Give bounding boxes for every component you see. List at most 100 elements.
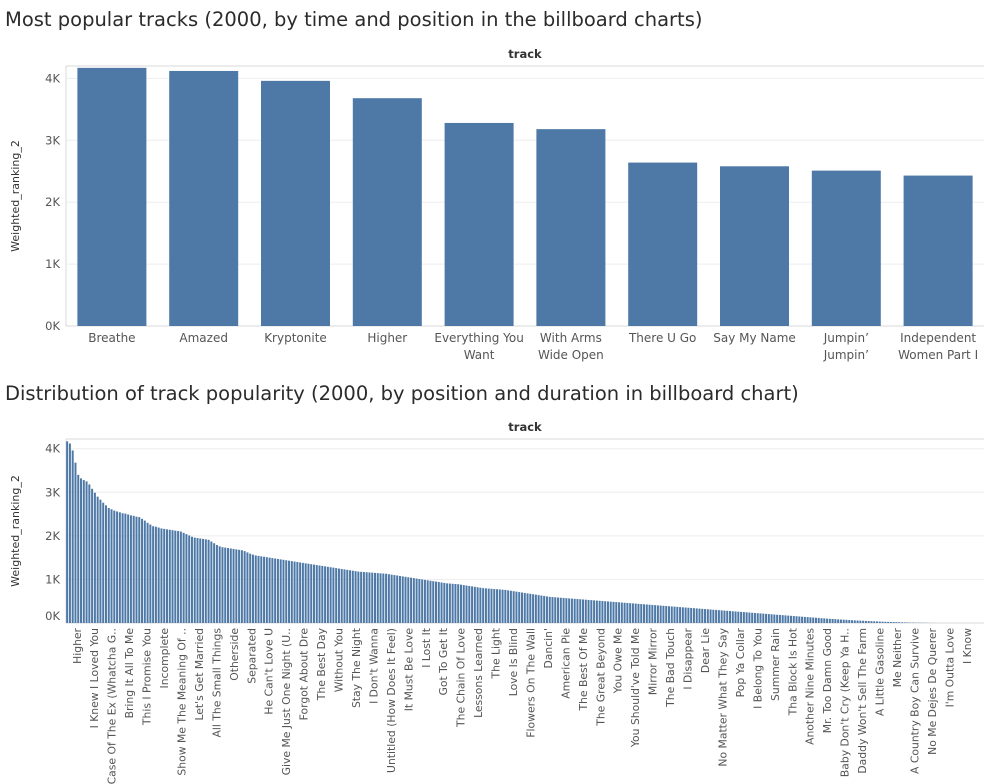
chart2-bar	[618, 602, 621, 623]
chart2-bar	[715, 609, 718, 623]
chart2-bar	[357, 571, 360, 623]
chart2-bar	[238, 549, 241, 623]
chart2-bar	[520, 592, 523, 623]
chart2-x-tick-label: Mr. Too Damn Good	[821, 628, 834, 733]
chart2-bar	[504, 589, 507, 623]
chart2-bar	[74, 462, 77, 623]
chart2-bar	[509, 590, 512, 623]
chart2-bar	[312, 564, 315, 623]
chart2-bar	[496, 589, 499, 623]
chart2-bar	[717, 610, 720, 623]
chart2-bar	[765, 613, 768, 623]
chart1-bar	[77, 67, 147, 326]
chart2-x-tick-label: Without You	[333, 628, 346, 692]
chart2-x-tick-label: Give Me Just One Night (U..	[280, 628, 293, 775]
chart2-bar	[723, 610, 726, 623]
chart2-bar	[637, 603, 640, 623]
chart2-bar	[346, 569, 349, 623]
chart2-x-tick-label: I'm Outta Love	[943, 628, 956, 708]
chart2-bar	[271, 558, 274, 623]
chart2-bar	[598, 600, 601, 623]
chart2-bar	[568, 598, 571, 623]
chart2-bar	[595, 600, 598, 623]
chart2-bar	[593, 600, 596, 623]
chart2-bar	[432, 581, 435, 623]
chart2-bar	[465, 585, 468, 623]
chart1-x-tick-label-line: Independent	[900, 331, 976, 345]
chart2-bar	[265, 557, 268, 623]
chart2-bar	[870, 621, 873, 623]
chart2-bar	[451, 583, 454, 623]
chart2-x-tick-label: The Best Day	[315, 627, 328, 701]
chart2-bar	[573, 598, 576, 623]
chart2-x-tick-label: Love Is Blind	[507, 628, 520, 696]
chart2-bar	[634, 603, 637, 623]
chart2-bar	[482, 588, 485, 623]
chart2-bar	[88, 484, 91, 623]
chart2-bar	[276, 558, 279, 623]
chart2-x-tick-label: It Must Be Love	[402, 628, 415, 712]
chart2-bar	[382, 573, 385, 623]
top-bar-chart: track 0K 1K 2K 3K 4K Weighted_ranking_2 Breathe…	[9, 47, 984, 362]
chart1-x-tick-label-line: Amazed	[179, 331, 228, 345]
chart2-x-tick-label: I Lost It	[420, 628, 433, 668]
chart2-bar	[856, 620, 859, 623]
chart2-y-axis-title: Weighted_ranking_2	[9, 475, 22, 587]
chart2-bar	[554, 597, 557, 623]
chart2-bar	[404, 576, 407, 623]
chart2-x-tick-label: Got To Get It	[437, 628, 450, 696]
chart2-bar	[484, 588, 487, 623]
chart1-y-axis-title: Weighted_ranking_2	[9, 140, 22, 252]
chart2-x-tick-label: The Great Beyond	[594, 628, 607, 727]
chart2-bar	[842, 619, 845, 623]
chart2-bar	[837, 619, 840, 623]
chart2-bar	[673, 606, 676, 623]
chart2-bar	[204, 539, 207, 623]
chart2-bar	[91, 488, 94, 623]
chart2-bar	[301, 562, 304, 623]
chart2-bar	[532, 594, 535, 623]
chart1-bar	[352, 98, 422, 326]
chart1-x-tick-label-line: Jumpin’	[823, 348, 869, 362]
chart1-y-tick-label: 2K	[45, 195, 60, 209]
chart2-bar	[293, 561, 296, 623]
chart2-bar	[396, 575, 399, 623]
chart2-bar	[407, 577, 410, 623]
chart1-x-tick-label-line: Wide Open	[538, 348, 604, 362]
chart2-bar	[282, 559, 285, 623]
chart2-x-tick-label: Bring It All To Me	[123, 628, 136, 719]
chart2-bar	[246, 552, 249, 623]
chart2-bar	[393, 575, 396, 623]
chart2-bar	[615, 602, 618, 623]
chart2-bar	[160, 528, 163, 623]
chart2-bar	[82, 480, 85, 623]
chart1-x-tick-label-line: Higher	[367, 331, 407, 345]
chart2-bar	[512, 591, 515, 623]
chart2-bar	[479, 587, 482, 623]
chart2-bar	[163, 528, 166, 623]
chart2-bar	[742, 612, 745, 623]
chart2-bar	[318, 565, 321, 623]
chart2-bar	[321, 565, 324, 623]
chart1-bar	[444, 122, 514, 326]
chart2-bar	[645, 604, 648, 623]
chart2-bar	[429, 580, 432, 623]
chart2-bar	[704, 609, 707, 623]
chart2-bar	[473, 586, 476, 623]
chart2-bar	[152, 526, 155, 623]
chart2-bar	[268, 557, 271, 623]
chart2-bar	[881, 621, 884, 623]
chart2-x-tick-label: No Matter What They Say	[716, 627, 729, 766]
chart2-x-tick-label: The Best Of Me	[577, 628, 590, 712]
chart2-bar	[659, 605, 662, 623]
chart1-x-tick-label-line: Jumpin’	[823, 331, 869, 345]
chart2-bar	[288, 560, 291, 623]
chart2-bar	[745, 612, 748, 623]
chart1-x-tick-label: Breathe	[88, 331, 135, 345]
chart2-bar	[654, 605, 657, 623]
chart2-bar	[687, 607, 690, 623]
chart2-bar	[99, 499, 102, 623]
chart2-bar	[726, 610, 729, 623]
chart2-bar	[770, 614, 773, 623]
chart2-bar	[590, 600, 593, 623]
